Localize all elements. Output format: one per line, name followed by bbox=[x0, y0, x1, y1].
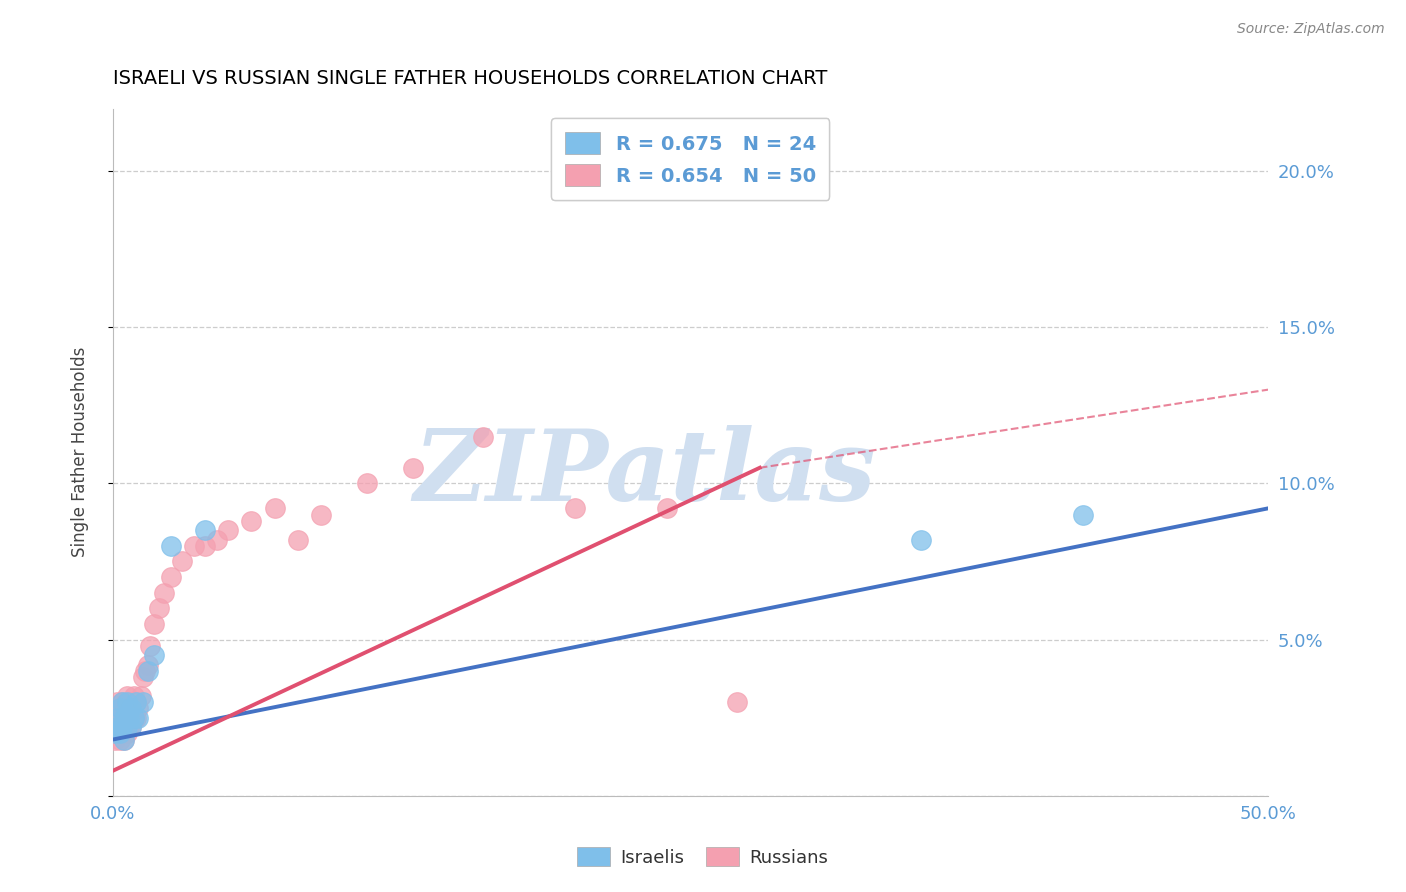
Point bbox=[122, 711, 145, 725]
Text: ISRAELI VS RUSSIAN SINGLE FATHER HOUSEHOLDS CORRELATION CHART: ISRAELI VS RUSSIAN SINGLE FATHER HOUSEHO… bbox=[112, 69, 827, 87]
Point bbox=[111, 695, 134, 709]
Point bbox=[356, 476, 378, 491]
Point bbox=[122, 689, 145, 703]
Point bbox=[134, 664, 156, 678]
Point bbox=[125, 695, 148, 709]
Point bbox=[108, 726, 131, 740]
Point bbox=[115, 726, 138, 740]
Point bbox=[111, 726, 134, 740]
Point bbox=[112, 732, 135, 747]
Point bbox=[143, 648, 166, 663]
Text: ZIPatlas: ZIPatlas bbox=[413, 425, 876, 521]
Point bbox=[657, 501, 679, 516]
Point bbox=[132, 670, 155, 684]
Point bbox=[471, 429, 494, 443]
Legend: R = 0.675   N = 24, R = 0.654   N = 50: R = 0.675 N = 24, R = 0.654 N = 50 bbox=[551, 119, 830, 200]
Point bbox=[132, 695, 155, 709]
Point bbox=[111, 720, 134, 734]
Point bbox=[118, 711, 141, 725]
Point bbox=[108, 732, 131, 747]
Point bbox=[111, 711, 134, 725]
Point bbox=[127, 701, 149, 715]
Point bbox=[115, 711, 138, 725]
Point bbox=[112, 711, 135, 725]
Point bbox=[112, 720, 135, 734]
Point bbox=[118, 720, 141, 734]
Point bbox=[309, 508, 332, 522]
Legend: Israelis, Russians: Israelis, Russians bbox=[571, 840, 835, 874]
Point bbox=[240, 514, 263, 528]
Point bbox=[107, 726, 129, 740]
Point bbox=[194, 539, 217, 553]
Point bbox=[564, 501, 586, 516]
Point bbox=[129, 689, 152, 703]
Point bbox=[125, 695, 148, 709]
Point bbox=[159, 539, 181, 553]
Point bbox=[402, 460, 425, 475]
Point bbox=[263, 501, 285, 516]
Point bbox=[183, 539, 205, 553]
Point bbox=[287, 533, 309, 547]
Point bbox=[127, 711, 149, 725]
Point bbox=[136, 664, 159, 678]
Point bbox=[118, 701, 141, 715]
Point bbox=[107, 711, 129, 725]
Point bbox=[107, 695, 129, 709]
Point bbox=[125, 711, 148, 725]
Point bbox=[205, 533, 228, 547]
Point bbox=[139, 639, 162, 653]
Point bbox=[136, 657, 159, 672]
Point bbox=[143, 616, 166, 631]
Point bbox=[217, 523, 239, 537]
Point bbox=[120, 701, 142, 715]
Point bbox=[108, 701, 131, 715]
Point bbox=[112, 701, 135, 715]
Point bbox=[172, 554, 194, 568]
Y-axis label: Single Father Households: Single Father Households bbox=[72, 347, 89, 558]
Point bbox=[104, 732, 127, 747]
Point bbox=[112, 732, 135, 747]
Point bbox=[107, 720, 129, 734]
Point bbox=[104, 726, 127, 740]
Point bbox=[115, 720, 138, 734]
Point bbox=[122, 711, 145, 725]
Point bbox=[104, 720, 127, 734]
Point bbox=[107, 711, 129, 725]
Point bbox=[120, 695, 142, 709]
Point bbox=[120, 720, 142, 734]
Text: Source: ZipAtlas.com: Source: ZipAtlas.com bbox=[1237, 22, 1385, 37]
Point bbox=[111, 695, 134, 709]
Point bbox=[725, 695, 748, 709]
Point bbox=[194, 523, 217, 537]
Point bbox=[108, 720, 131, 734]
Point bbox=[115, 689, 138, 703]
Point bbox=[108, 701, 131, 715]
Point bbox=[115, 695, 138, 709]
Point bbox=[159, 570, 181, 584]
Point bbox=[1071, 508, 1094, 522]
Point bbox=[120, 720, 142, 734]
Point bbox=[910, 533, 932, 547]
Point bbox=[148, 601, 170, 615]
Point bbox=[152, 585, 174, 599]
